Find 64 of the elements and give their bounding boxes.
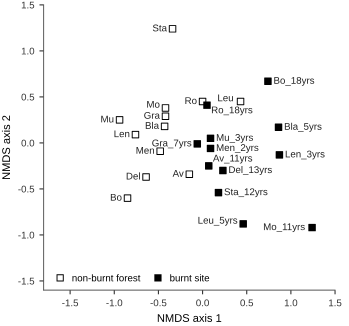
point xyxy=(205,162,212,170)
x-tick-label: 1.0 xyxy=(284,299,298,306)
annotation: Ro_18yrs xyxy=(212,106,252,116)
x-tick-label: 0.5 xyxy=(240,299,254,306)
point xyxy=(203,101,211,109)
annotation: Bo xyxy=(110,194,122,201)
point xyxy=(219,166,227,174)
x-tick-label: 1.5 xyxy=(329,300,342,306)
point xyxy=(264,78,272,86)
annotation: Bla xyxy=(146,122,160,129)
y-tick-label: 0.5 xyxy=(21,94,34,101)
annotation: Av xyxy=(172,170,184,177)
point xyxy=(206,134,214,142)
annotation: Av_11yrs xyxy=(212,154,252,164)
legend-label: burnt site xyxy=(170,274,210,282)
x-tick-label: -0.5 xyxy=(150,299,166,306)
point xyxy=(194,140,202,148)
y-axis-title: NMDS axis 2 xyxy=(2,116,10,180)
point xyxy=(274,124,282,132)
annotation: Del_13yrs xyxy=(229,166,272,176)
annotation: Sta xyxy=(152,24,167,32)
annotation: Mu xyxy=(101,116,114,123)
point xyxy=(206,144,214,152)
x-axis-title: NMDS axis 1 xyxy=(158,314,222,322)
point xyxy=(168,25,176,33)
y-tick-label: -0.5 xyxy=(18,186,34,193)
point xyxy=(236,98,244,106)
x-tick-label: -1.0 xyxy=(106,299,122,306)
y-tick-label: 1.0 xyxy=(22,48,34,55)
y-tick-label: 1.5 xyxy=(22,2,34,9)
point xyxy=(239,220,247,228)
point xyxy=(116,116,124,124)
point xyxy=(160,122,168,130)
annotation: Sta_12yrs xyxy=(224,188,268,198)
annotation: Del xyxy=(126,172,140,180)
point xyxy=(162,112,170,120)
annotation: Men xyxy=(136,147,154,154)
x-tick-label: -1.5 xyxy=(62,300,78,306)
annotation: Mo xyxy=(147,100,160,108)
y-tick-label: 0.0 xyxy=(21,140,34,147)
annotation: Ro xyxy=(185,97,197,104)
annotation: Len xyxy=(114,130,130,138)
y-tick-label: -1.0 xyxy=(18,232,34,239)
point xyxy=(276,151,284,159)
annotation: Len_3yrs xyxy=(286,150,325,160)
annotation: Leu_5yrs xyxy=(198,216,238,226)
annotation: Gra xyxy=(144,112,160,119)
point xyxy=(142,173,150,181)
point xyxy=(132,130,140,138)
annotation: Mu_3yrs xyxy=(216,134,254,143)
point xyxy=(124,194,132,202)
legend-label: non-burnt forest xyxy=(72,274,140,282)
point xyxy=(308,224,316,232)
annotation: Bo_18yrs xyxy=(274,76,314,86)
annotation: Gra_7yrs xyxy=(152,140,192,148)
annotation: Leu xyxy=(218,94,233,102)
annotation: Men_2yrs xyxy=(216,144,258,153)
annotation: Mo_11yrs xyxy=(264,223,305,232)
point xyxy=(162,104,170,112)
annotation: Bla_5yrs xyxy=(284,122,322,132)
point xyxy=(214,188,222,196)
x-tick-label: 0.0 xyxy=(196,299,209,306)
point xyxy=(186,170,194,178)
y-tick-label: -1.5 xyxy=(18,278,34,285)
